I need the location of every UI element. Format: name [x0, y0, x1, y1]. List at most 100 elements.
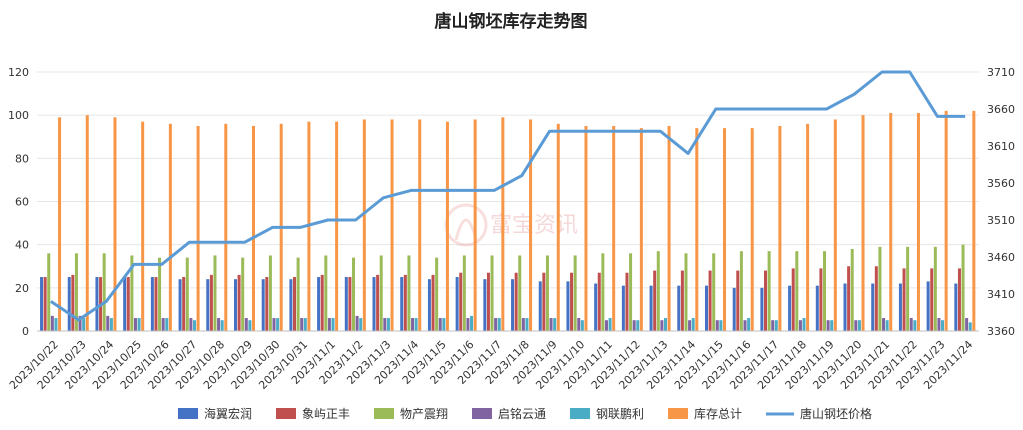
- bar: [331, 318, 335, 331]
- bar: [909, 318, 913, 331]
- bar: [538, 281, 542, 331]
- bar: [874, 266, 878, 331]
- bar: [82, 318, 86, 331]
- bar: [518, 255, 522, 331]
- bar: [178, 279, 182, 331]
- legend-swatch: [570, 408, 590, 419]
- bar: [636, 320, 640, 331]
- bar: [795, 251, 799, 331]
- legend-label: 启铭云通: [498, 406, 546, 421]
- bar: [878, 246, 882, 331]
- legend-swatch: [374, 408, 394, 419]
- bar: [708, 270, 712, 331]
- bar: [764, 270, 768, 331]
- bar: [185, 257, 189, 331]
- y-tick-label: 120: [8, 66, 29, 79]
- bar: [418, 119, 422, 331]
- y-tick-label: 80: [15, 152, 29, 165]
- legend-label: 唐山钢坯价格: [800, 406, 872, 421]
- bar: [244, 318, 248, 331]
- bar: [372, 277, 376, 331]
- bar: [750, 128, 754, 331]
- bar: [497, 318, 501, 331]
- bar: [788, 285, 792, 331]
- y2-tick-label: 3510: [987, 214, 1015, 227]
- bar: [355, 315, 359, 331]
- grid-layer: [37, 71, 979, 332]
- legend: 海翼宏润 象屿正丰 物产震翔 启铭云通 钢联鹏利 库存总计 唐山钢坯价格: [178, 406, 872, 421]
- bar: [933, 246, 937, 331]
- bar: [819, 268, 823, 331]
- bar: [344, 277, 348, 331]
- bar: [43, 277, 47, 331]
- bar: [594, 283, 598, 331]
- bar: [130, 255, 134, 331]
- bar: [704, 285, 708, 331]
- y-tick-label: 60: [15, 196, 29, 209]
- bar: [431, 274, 435, 331]
- bar: [390, 119, 394, 331]
- bar: [798, 320, 802, 331]
- y2-tick-label: 3710: [987, 66, 1015, 79]
- bar: [774, 320, 778, 331]
- bar: [743, 320, 747, 331]
- bar: [40, 277, 44, 331]
- bar: [376, 274, 380, 331]
- bar: [352, 257, 356, 331]
- bar: [123, 277, 127, 331]
- bar: [102, 253, 106, 331]
- bar: [71, 274, 75, 331]
- bar: [632, 320, 636, 331]
- bar: [649, 285, 653, 331]
- bar: [50, 315, 54, 331]
- bar: [732, 287, 736, 331]
- bar: [639, 128, 643, 331]
- bar: [158, 257, 162, 331]
- bar: [217, 318, 221, 331]
- watermark: 富宝资讯: [444, 203, 578, 247]
- y2-tick-label: 3460: [987, 251, 1015, 264]
- bar: [625, 272, 629, 331]
- legend-label: 钢联鹏利: [596, 407, 644, 421]
- bar: [806, 123, 810, 331]
- bar: [972, 110, 976, 331]
- bar: [604, 320, 608, 331]
- bar: [206, 279, 210, 331]
- bar: [511, 279, 515, 331]
- bar: [549, 318, 553, 331]
- bar: [913, 320, 917, 331]
- bar: [411, 318, 415, 331]
- bar: [220, 320, 224, 331]
- bar: [379, 255, 383, 331]
- legend-swatch: [668, 408, 688, 419]
- bar: [261, 279, 265, 331]
- bar: [335, 121, 339, 332]
- y2-tick-label: 3410: [987, 288, 1015, 301]
- bar: [233, 279, 237, 331]
- bar: [833, 119, 837, 331]
- bar: [902, 268, 906, 331]
- bar: [937, 318, 941, 331]
- bar: [857, 320, 861, 331]
- bar: [435, 257, 439, 331]
- bar: [154, 277, 158, 331]
- bar: [677, 285, 681, 331]
- bar: [566, 281, 570, 331]
- bar: [407, 255, 411, 331]
- y-tick-label: 20: [15, 282, 29, 295]
- bar: [359, 318, 363, 331]
- bar: [109, 318, 113, 331]
- bar: [324, 255, 328, 331]
- bar: [684, 253, 688, 331]
- bar: [224, 123, 228, 331]
- y-tick-label: 100: [8, 109, 29, 122]
- legend-label: 库存总计: [694, 406, 742, 421]
- bar: [196, 125, 200, 331]
- bar: [954, 283, 958, 331]
- bar: [791, 268, 795, 331]
- bar: [712, 253, 716, 331]
- bar: [442, 318, 446, 331]
- bar: [272, 318, 276, 331]
- bar: [466, 318, 470, 331]
- bar: [141, 121, 145, 332]
